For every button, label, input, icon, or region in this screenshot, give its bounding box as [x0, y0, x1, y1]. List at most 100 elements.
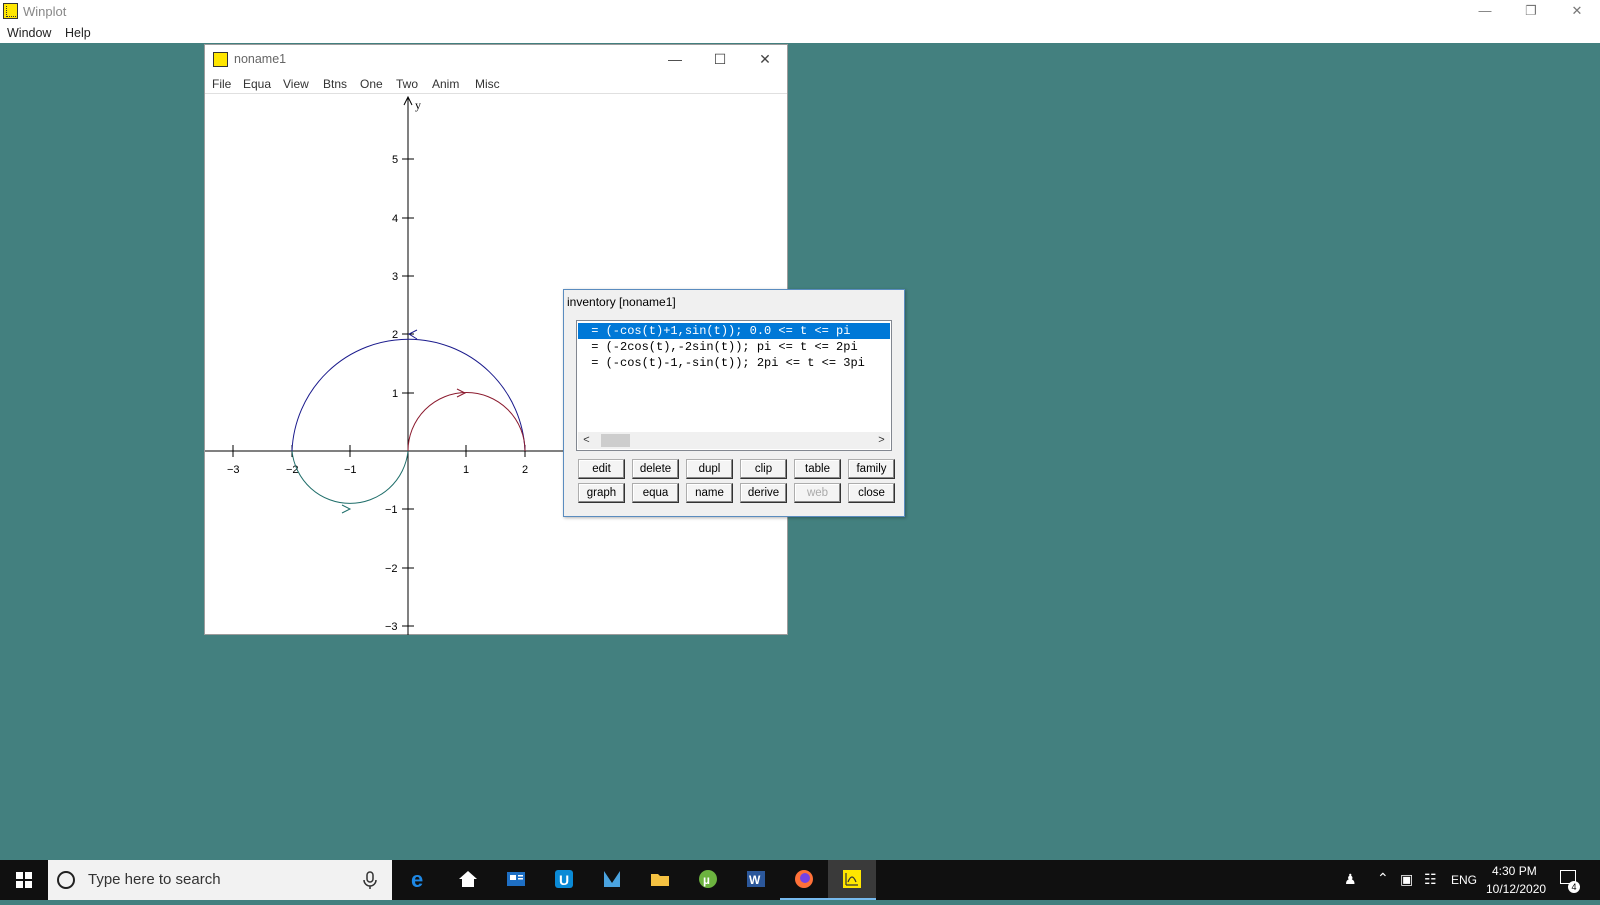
edit-button[interactable]: edit [578, 459, 625, 479]
svg-text:e: e [411, 869, 423, 889]
y-tick-label: 2 [392, 329, 398, 341]
svg-text:W: W [749, 873, 761, 887]
clock-time[interactable]: 4:30 PM [1492, 864, 1537, 878]
curve-blue [291, 338, 526, 452]
cortana-icon [57, 871, 75, 889]
winplot-doc-icon [213, 52, 228, 67]
dupl-button[interactable]: dupl [686, 459, 733, 479]
microphone-icon[interactable] [360, 870, 380, 890]
language-indicator[interactable]: ENG [1451, 873, 1478, 887]
y-tick-label: 4 [392, 213, 398, 225]
child-close-button[interactable]: ✕ [759, 51, 771, 67]
menu-anim[interactable]: Anim [432, 77, 460, 91]
restore-button[interactable]: ❐ [1525, 3, 1537, 18]
child-maximize-button[interactable]: ☐ [713, 51, 727, 67]
file-explorer-icon [651, 874, 669, 886]
graph-button[interactable]: graph [578, 483, 625, 503]
winplot-icon [843, 870, 861, 888]
minimize-button[interactable]: — [1478, 3, 1492, 18]
taskbar-word[interactable]: W [732, 860, 780, 900]
menu-misc[interactable]: Misc [475, 77, 500, 91]
clip-button[interactable]: clip [740, 459, 787, 479]
taskbar-search-box[interactable]: Type here to search [48, 860, 392, 900]
y-tick-label: 3 [392, 271, 398, 283]
taskbar-utorrent[interactable]: µ [684, 860, 732, 900]
chevron-up-icon[interactable]: ⌃ [1377, 870, 1389, 886]
derive-button[interactable]: derive [740, 483, 787, 503]
red-direction-arrow-icon [456, 388, 467, 398]
taskbar-winplot[interactable] [828, 860, 876, 900]
svg-text:µ: µ [703, 873, 710, 887]
running-indicator [828, 898, 876, 900]
y-tick-label: 5 [392, 154, 398, 166]
menu-window[interactable]: Window [7, 26, 52, 40]
child-minimize-button[interactable]: — [668, 51, 682, 67]
inventory-title: inventory [noname1] [567, 295, 676, 309]
graph-window-menubar: File Equa View Btns One Two Anim Misc [205, 73, 787, 94]
curve-red [407, 392, 526, 452]
search-placeholder: Type here to search [88, 871, 221, 888]
y-tick-label: −1 [385, 504, 398, 516]
table-button[interactable]: table [794, 459, 841, 479]
app-titlebar: Winplot — ❐ ✕ [0, 0, 1600, 24]
svg-text:U: U [559, 872, 569, 888]
taskbar-file-explorer[interactable] [636, 860, 684, 900]
horizontal-scrollbar[interactable]: < > [578, 432, 890, 449]
menu-one[interactable]: One [360, 77, 383, 91]
start-button[interactable] [0, 860, 48, 900]
graph-window-titlebar[interactable]: noname1 — ☐ ✕ [205, 45, 787, 73]
windows-logo-icon [16, 872, 32, 888]
teal-direction-arrow-icon [341, 504, 352, 514]
news-icon [507, 872, 525, 886]
graph-window-title: noname1 [234, 52, 287, 66]
equation-item[interactable]: = (-cos(t)-1,-sin(t)); 2pi <= t <= 3pi [584, 356, 865, 370]
name-button[interactable]: name [686, 483, 733, 503]
edge-icon: e [411, 869, 423, 889]
equa-button[interactable]: equa [632, 483, 679, 503]
taskbar-firefox[interactable] [780, 860, 828, 900]
app-title: Winplot [23, 4, 67, 19]
y-tick-label: −3 [385, 621, 398, 633]
menu-file[interactable]: File [212, 77, 232, 91]
word-icon: W [747, 871, 765, 887]
inventory-dialog: inventory [noname1] = (-cos(t)+1,sin(t))… [563, 289, 905, 517]
running-indicator [780, 898, 828, 900]
taskbar-visual-studio[interactable] [588, 860, 636, 900]
x-tick-label: 1 [463, 464, 469, 476]
scroll-right-icon[interactable]: > [878, 434, 885, 446]
family-button[interactable]: family [848, 459, 895, 479]
battery-icon[interactable]: ▣ [1400, 871, 1414, 887]
y-axis-label: y [415, 98, 421, 112]
menu-two[interactable]: Two [396, 77, 419, 91]
y-axis-arrow-icon [403, 95, 413, 106]
app-u-icon: U [555, 870, 573, 888]
close-button[interactable]: ✕ [1571, 3, 1583, 18]
taskbar-app-u[interactable]: U [540, 860, 588, 900]
equation-item[interactable]: = (-2cos(t),-2sin(t)); pi <= t <= 2pi [584, 340, 858, 354]
menu-btns[interactable]: Btns [323, 77, 348, 91]
wifi-icon[interactable]: ☷ [1424, 871, 1437, 887]
notification-badge: 4 [1568, 881, 1580, 893]
scroll-thumb[interactable] [601, 434, 630, 447]
web-button: web [794, 483, 841, 503]
firefox-icon [795, 870, 813, 888]
taskbar-news[interactable] [492, 860, 540, 900]
taskbar-edge[interactable]: e [396, 860, 444, 900]
people-icon[interactable]: ♟ [1344, 871, 1357, 887]
blue-direction-arrow-icon [407, 329, 418, 340]
taskbar: Type here to search e U µ W ♟ ⌃ ▣ ☷ ENG … [0, 860, 1600, 900]
equation-list[interactable]: = (-cos(t)+1,sin(t)); 0.0 <= t <= pi = (… [576, 320, 892, 451]
taskbar-home[interactable] [444, 860, 492, 900]
menu-help[interactable]: Help [65, 26, 91, 40]
menu-equa[interactable]: Equa [243, 77, 272, 91]
x-tick-label: −1 [344, 464, 357, 476]
delete-button[interactable]: delete [632, 459, 679, 479]
scroll-left-icon[interactable]: < [583, 434, 590, 446]
x-tick-label: 2 [522, 464, 528, 476]
menu-view[interactable]: View [283, 77, 309, 91]
clock-date[interactable]: 10/12/2020 [1486, 882, 1547, 896]
curve-teal [291, 450, 409, 504]
close-dialog-button[interactable]: close [848, 483, 895, 503]
y-tick-label: 1 [392, 388, 398, 400]
equation-item-selected[interactable]: = (-cos(t)+1,sin(t)); 0.0 <= t <= pi [578, 323, 890, 339]
